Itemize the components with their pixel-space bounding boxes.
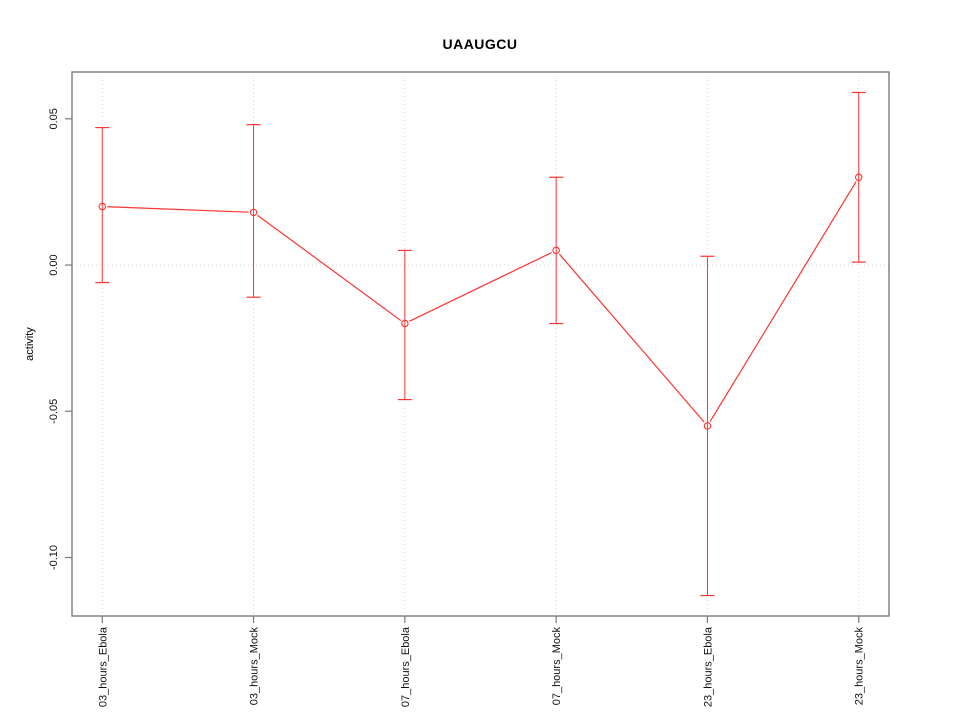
series-line-segment (709, 181, 857, 422)
series-line-segment (107, 206, 249, 213)
data-point (703, 422, 712, 430)
x-tick-label: 07_hours_Ebola (400, 626, 412, 707)
plot-box (71, 71, 890, 617)
series-line-segment (409, 252, 552, 322)
series-line-segment (257, 214, 402, 322)
y-tick-label: 0.00 (48, 254, 60, 275)
x-tick-label: 23_hours_Ebola (702, 626, 714, 707)
data-point (552, 246, 560, 255)
x-tick-label: 03_hours_Ebola (97, 626, 109, 707)
x-tick-label: 03_hours_Mock (249, 627, 261, 706)
data-point (98, 202, 107, 211)
x-tick-label: 23_hours_Mock (854, 627, 866, 706)
y-axis-label: activity (24, 327, 36, 361)
series-line-segment (558, 253, 705, 423)
data-point (249, 208, 258, 217)
chart-title: UAAUGCU (442, 36, 518, 52)
y-tick-label: 0.05 (48, 108, 60, 129)
y-tick-label: -0.05 (48, 399, 60, 424)
y-tick-label: -0.10 (48, 545, 60, 570)
data-point (854, 173, 863, 182)
x-tick-label: 07_hours_Mock (551, 627, 563, 706)
data-point (401, 319, 409, 328)
